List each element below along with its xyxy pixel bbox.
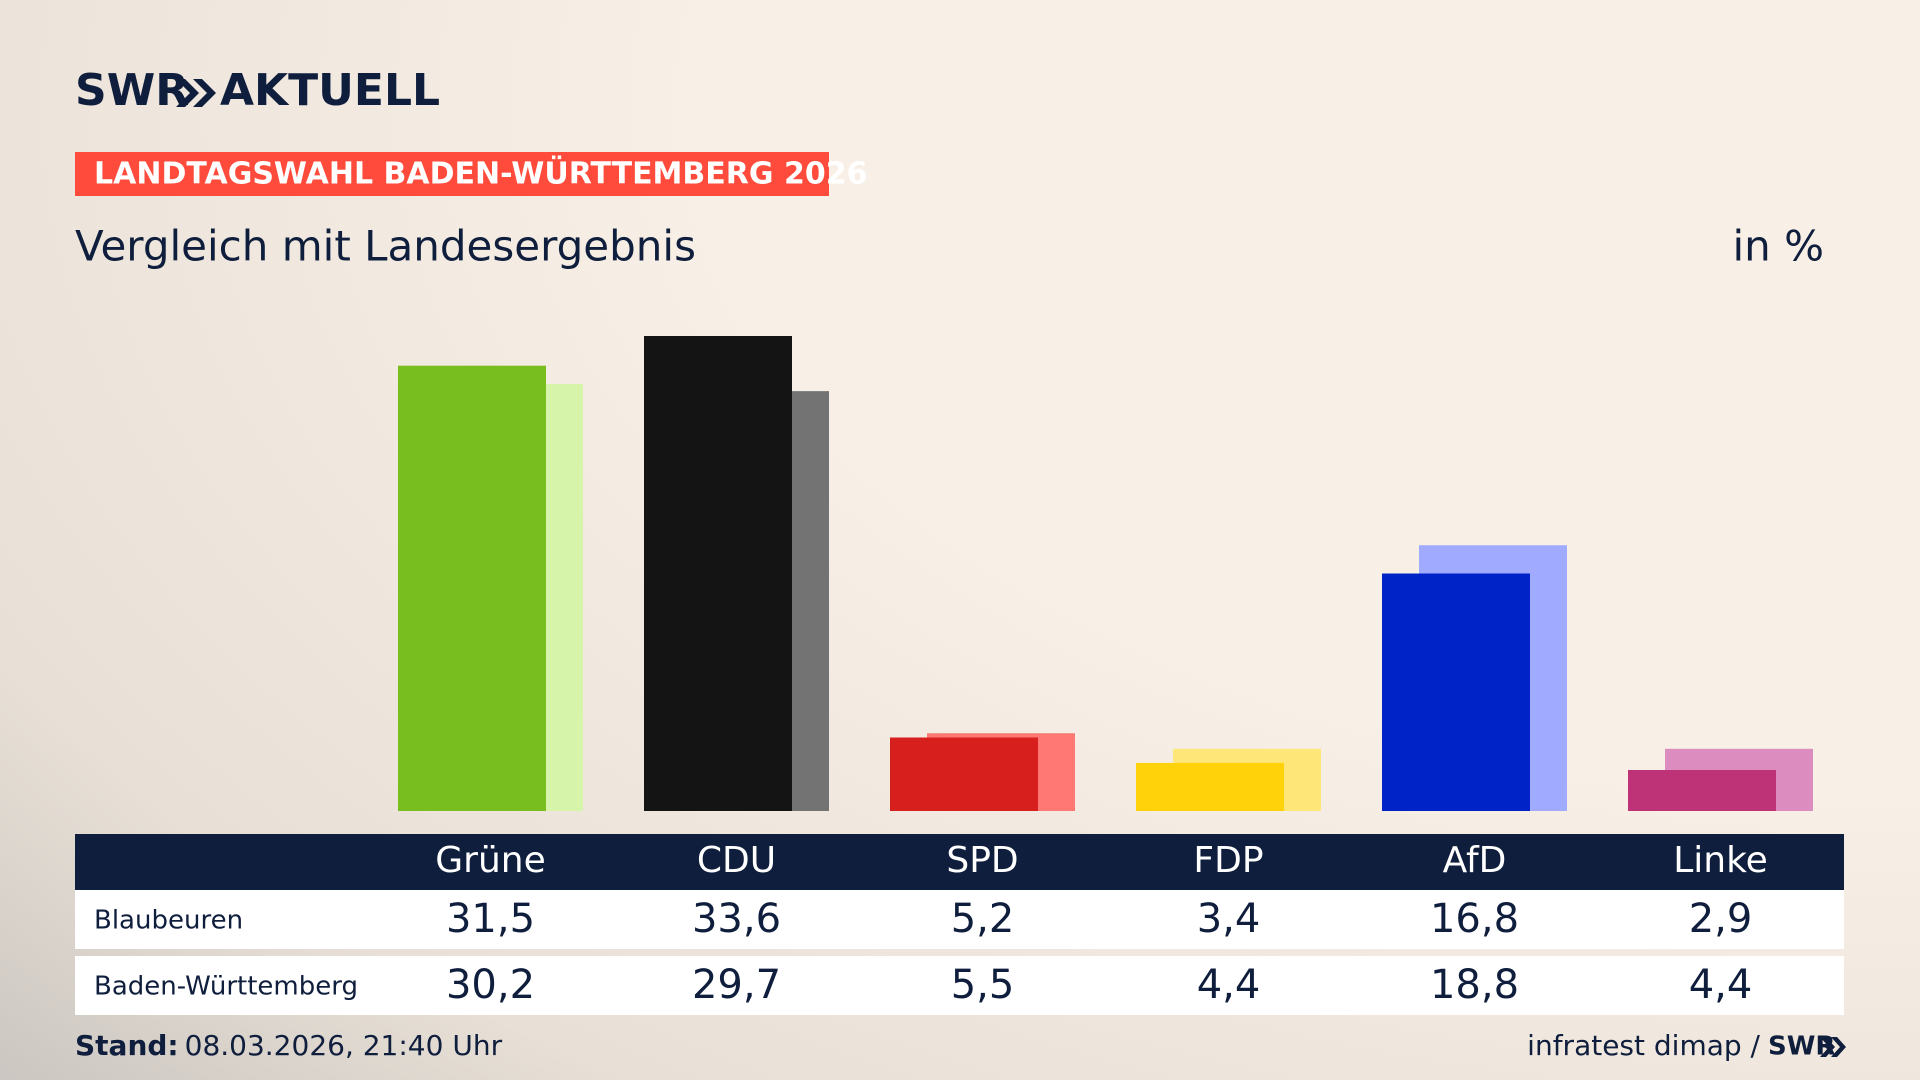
logo: SWR (75, 65, 189, 116)
value-label: 2,9 (1689, 896, 1753, 942)
column-label: Grüne (435, 840, 545, 881)
row-label: Baden-Württemberg (94, 972, 358, 1002)
value-label: 29,7 (692, 962, 781, 1008)
column-label: SPD (946, 840, 1018, 881)
table-row (75, 890, 1844, 949)
bar (890, 737, 1038, 811)
column-label: AfD (1443, 840, 1507, 881)
table-row (75, 956, 1844, 1015)
value-label: 18,8 (1430, 962, 1519, 1008)
footer-date: 08.03.2026, 21:40 Uhr (185, 1029, 503, 1062)
table-header (75, 834, 1844, 890)
source-chevrons (1820, 1037, 1846, 1057)
logo-chevrons (176, 79, 216, 107)
value-label: 30,2 (446, 962, 535, 1008)
bar (1136, 762, 1284, 811)
value-label: 4,4 (1197, 962, 1261, 1008)
bar (644, 336, 792, 811)
source: infratest dimap / (1527, 1029, 1760, 1062)
column-label: Linke (1673, 840, 1768, 881)
value-label: 4,4 (1689, 962, 1753, 1008)
footer-label: Stand: (75, 1029, 179, 1062)
column-label: CDU (697, 840, 776, 881)
row-label: Blaubeuren (94, 906, 243, 936)
footer: Stand: 08.03.2026, 21:40 Uhr (75, 1029, 503, 1062)
logo-sub: AKTUELL (220, 65, 440, 116)
value-label: 5,2 (951, 896, 1015, 942)
bar (1382, 573, 1530, 811)
bar (1628, 770, 1776, 811)
banner: LANDTAGSWAHL BADEN-WÜRTTEMBERG 2026 (94, 155, 867, 192)
value-label: 33,6 (692, 896, 781, 942)
value-label: 31,5 (446, 896, 535, 942)
column-label: FDP (1193, 840, 1263, 881)
unit: in % (1732, 222, 1824, 271)
value-label: 3,4 (1197, 896, 1261, 942)
value-label: 5,5 (951, 962, 1015, 1008)
banner-bg (75, 152, 829, 196)
chart-title: Vergleich mit Landesergebnis (75, 222, 696, 271)
value-label: 16,8 (1430, 896, 1519, 942)
bar (398, 365, 546, 811)
